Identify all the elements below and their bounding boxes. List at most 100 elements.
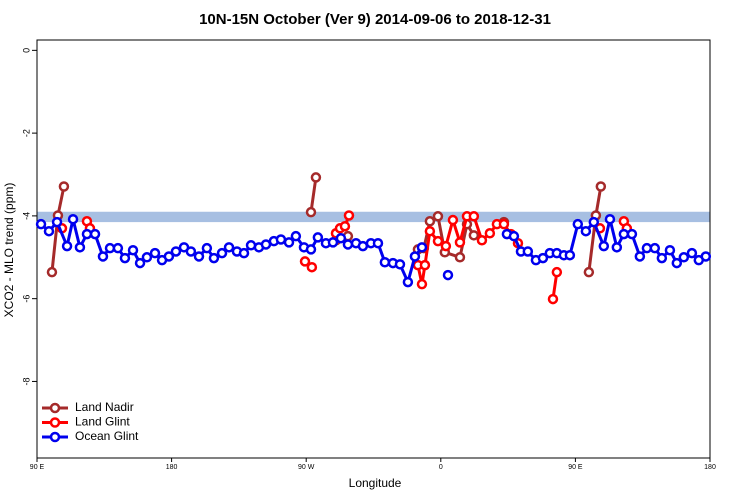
series-line	[309, 177, 318, 213]
series-marker	[419, 259, 431, 271]
series-marker	[306, 261, 318, 273]
series-marker	[626, 228, 638, 240]
series-marker	[498, 218, 510, 230]
series-marker	[537, 252, 549, 264]
series-marker	[112, 242, 124, 254]
series-marker	[564, 249, 576, 261]
series-marker	[201, 242, 213, 254]
series-marker	[208, 252, 220, 264]
x-tick-label: 90 E	[30, 464, 45, 471]
series-marker	[508, 230, 520, 242]
series-marker	[163, 251, 175, 262]
series-marker	[305, 206, 317, 218]
series-marker	[580, 225, 592, 237]
series-marker	[656, 252, 668, 264]
x-tick-label: 90 E	[568, 464, 583, 471]
series-marker	[305, 244, 317, 255]
series-marker	[588, 216, 600, 228]
series-marker	[67, 213, 79, 225]
series-marker	[424, 216, 436, 227]
series-marker	[649, 242, 661, 254]
y-tick-label: -6	[21, 295, 31, 303]
series-marker	[46, 266, 58, 278]
plot-frame	[36, 39, 711, 459]
series-marker	[595, 181, 607, 192]
series-marker	[454, 237, 466, 248]
series-marker	[127, 244, 139, 256]
series-marker	[342, 239, 354, 250]
series-marker	[618, 228, 630, 240]
series-marker	[700, 251, 712, 262]
x-tick-label: 90 W	[298, 464, 315, 471]
series-marker	[379, 256, 391, 268]
series-marker	[299, 256, 311, 267]
y-tick-label: 0	[21, 48, 31, 53]
legend-marker	[49, 402, 61, 414]
series-marker	[81, 228, 93, 240]
series-marker	[51, 216, 63, 228]
series-marker	[416, 278, 428, 290]
legend-marker	[49, 417, 61, 428]
series-marker	[372, 237, 384, 249]
legend-item: Ocean Glint	[42, 429, 139, 443]
legend-label: Land Glint	[75, 415, 130, 429]
series-marker	[238, 247, 250, 259]
y-tick-label: -4	[21, 212, 31, 220]
series-marker	[551, 266, 563, 278]
series-marker	[686, 247, 698, 259]
series-marker	[43, 225, 55, 237]
y-tick-label: -2	[21, 129, 31, 137]
series-marker	[149, 247, 161, 259]
series-marker	[440, 240, 452, 252]
series-marker	[432, 235, 444, 247]
series-marker	[185, 246, 197, 257]
series-marker	[312, 232, 324, 243]
series-marker	[119, 252, 131, 264]
y-tick-label: -8	[21, 377, 31, 385]
x-tick-label: 180	[166, 464, 178, 471]
series-marker	[216, 247, 228, 259]
series-marker	[671, 257, 683, 269]
series-marker	[468, 211, 480, 222]
series-marker	[484, 228, 496, 239]
series-marker	[141, 252, 153, 263]
series-marker	[409, 251, 421, 262]
series-marker	[416, 242, 428, 253]
series-marker	[447, 214, 459, 226]
series-marker	[310, 172, 322, 183]
legend-label: Land Nadir	[75, 400, 134, 414]
series-marker	[402, 276, 414, 288]
series-marker	[611, 242, 623, 253]
series-marker	[394, 259, 406, 270]
x-tick-label: 0	[439, 464, 443, 471]
reference-band	[37, 211, 710, 223]
series-marker	[74, 242, 86, 253]
series-marker	[35, 218, 47, 230]
legend-label: Ocean Glint	[75, 429, 139, 443]
series-marker	[134, 257, 146, 269]
series-marker	[283, 237, 295, 248]
legend-item: Land Glint	[42, 415, 130, 429]
series-marker	[598, 240, 610, 252]
x-axis-label: Longitude	[349, 476, 402, 490]
series-marker	[61, 240, 73, 252]
y-axis-label: XCO2 - MLO trend (ppm)	[2, 183, 16, 318]
series-marker	[275, 234, 287, 245]
series-marker	[604, 213, 616, 225]
series-marker	[424, 225, 436, 237]
series-marker	[290, 230, 302, 242]
series-marker	[432, 211, 444, 222]
series-marker	[583, 266, 595, 278]
series-marker	[547, 293, 559, 305]
series-marker	[678, 252, 690, 263]
series-marker	[193, 251, 205, 262]
series-marker	[572, 218, 584, 230]
series-marker	[468, 230, 480, 241]
series-marker	[664, 244, 676, 256]
series-marker	[327, 237, 339, 248]
series-marker	[343, 210, 355, 221]
series-marker	[335, 232, 347, 244]
series-marker	[522, 246, 534, 257]
